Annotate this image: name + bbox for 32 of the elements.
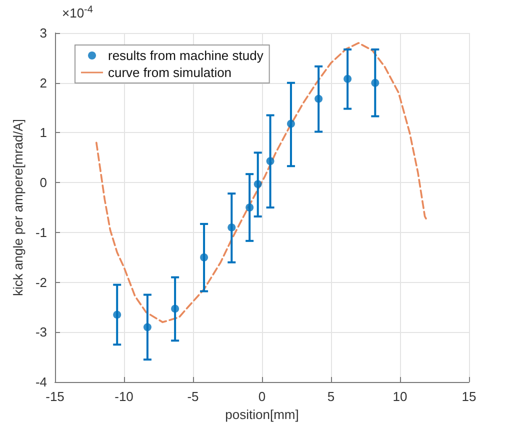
y-tick-label: -3 [35, 324, 47, 340]
y-tick-label: -2 [35, 274, 47, 290]
legend-label: curve from simulation [108, 65, 232, 80]
line-series [96, 42, 428, 324]
y-axis-title: kick angle per ampere[mrad/A] [10, 118, 26, 296]
y-tick-label: 1 [40, 125, 47, 140]
point [254, 180, 262, 188]
y-tick-label: 3 [40, 26, 47, 40]
point [246, 204, 254, 212]
point [228, 223, 236, 232]
point [371, 78, 380, 87]
point [286, 120, 295, 128]
y-tick-label: 2 [40, 75, 47, 90]
point [113, 310, 122, 319]
y-tick-label: 0 [40, 175, 47, 190]
point [143, 323, 152, 332]
x-axis-title: position[mm] [225, 406, 299, 422]
x-tick-label: 0 [258, 389, 266, 404]
point [314, 94, 323, 103]
y-tick-label: -1 [35, 224, 47, 240]
point [266, 157, 274, 166]
x-tick-label: -15 [46, 389, 64, 404]
point [344, 74, 352, 83]
legend-label: results from machine study [108, 48, 264, 63]
x-tick-label: 15 [462, 389, 476, 404]
point [200, 253, 208, 262]
x-tick-label: 5 [327, 389, 335, 404]
x-tick-label: -10 [114, 389, 134, 404]
point [171, 304, 180, 313]
x-tick-label: 10 [392, 389, 408, 404]
y-tick-label: -4 [35, 374, 47, 390]
x-tick-label: -5 [187, 389, 199, 404]
